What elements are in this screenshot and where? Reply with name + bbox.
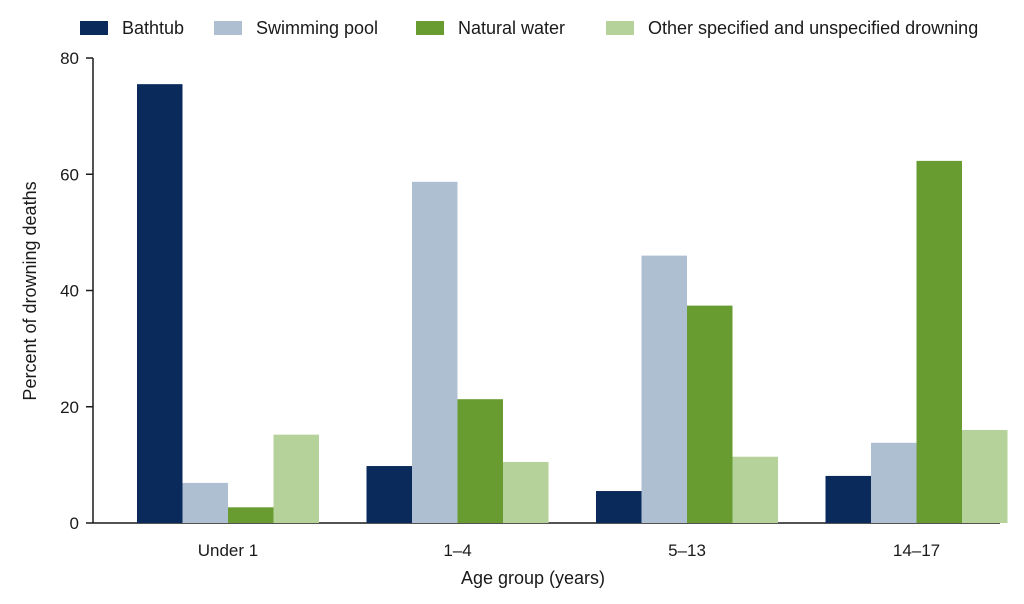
y-tick-label: 40 — [60, 282, 79, 301]
x-tick-label: 5–13 — [668, 541, 706, 560]
bar-1-4-bathtub — [366, 466, 412, 523]
bar-under-1-natural-water — [228, 507, 274, 523]
legend-item-other-drowning: Other specified and unspecified drowning — [606, 14, 978, 42]
bar-1-4-natural-water — [457, 399, 503, 523]
y-tick-label: 0 — [70, 514, 79, 533]
y-axis: 0 20 40 60 80 — [60, 49, 94, 533]
bar-under-1-swimming-pool — [182, 482, 228, 523]
bar-1-4-swimming-pool — [412, 181, 458, 523]
bar-14-17-other-specified-and-unspecified-drowning — [962, 430, 1008, 523]
legend-swatch-natural-water — [416, 21, 444, 35]
legend-swatch-other-drowning — [606, 21, 634, 35]
legend-label-natural-water: Natural water — [458, 17, 566, 38]
x-tick-label: 14–17 — [893, 541, 940, 560]
bar-14-17-swimming-pool — [871, 442, 917, 523]
legend-item-swimming-pool: Swimming pool — [214, 14, 378, 42]
bars — [137, 84, 1008, 523]
y-tick-label: 80 — [60, 49, 79, 68]
bar-14-17-natural-water — [916, 160, 962, 523]
x-axis-title: Age group (years) — [461, 568, 605, 588]
legend: Bathtub Swimming pool Natural water Othe… — [80, 14, 1014, 42]
bar-5-13-natural-water — [687, 305, 733, 523]
bar-5-13-other-specified-and-unspecified-drowning — [732, 456, 778, 523]
y-tick-label: 60 — [60, 165, 79, 184]
bar-1-4-other-specified-and-unspecified-drowning — [503, 461, 549, 523]
bar-5-13-swimming-pool — [641, 255, 687, 523]
bar-under-1-bathtub — [137, 84, 183, 523]
legend-swatch-swimming-pool — [214, 21, 242, 35]
bar-14-17-bathtub — [825, 475, 871, 523]
legend-item-bathtub: Bathtub — [80, 14, 184, 42]
y-axis-title: Percent of drowning deaths — [20, 181, 40, 400]
x-tick-label: 1–4 — [443, 541, 471, 560]
legend-label-swimming-pool: Swimming pool — [256, 17, 379, 38]
y-tick-label: 20 — [60, 398, 79, 417]
bar-under-1-other-specified-and-unspecified-drowning — [273, 434, 319, 523]
legend-item-natural-water: Natural water — [416, 14, 565, 42]
legend-label-bathtub: Bathtub — [122, 17, 185, 38]
x-axis: Under 1 1–4 5–13 14–17 — [93, 522, 1000, 560]
legend-label-other-drowning: Other specified and unspecified drowning — [648, 17, 979, 38]
x-tick-label: Under 1 — [198, 541, 258, 560]
legend-swatch-bathtub — [80, 21, 108, 35]
bar-5-13-bathtub — [596, 491, 642, 523]
